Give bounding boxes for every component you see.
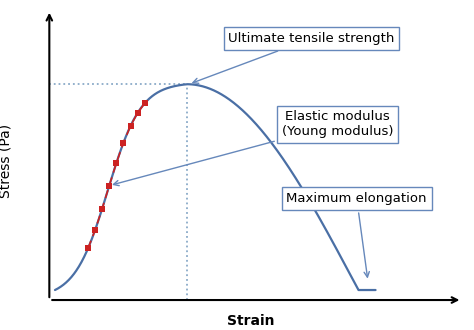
Text: Strain: Strain <box>228 314 275 328</box>
Point <box>99 206 106 211</box>
Point <box>106 183 113 188</box>
Text: Elastic modulus
(Young modulus): Elastic modulus (Young modulus) <box>113 110 393 186</box>
Point <box>91 227 99 233</box>
Text: Maximum elongation: Maximum elongation <box>286 192 427 277</box>
Text: Ultimate tensile strength: Ultimate tensile strength <box>193 32 395 83</box>
Point <box>134 110 141 116</box>
Point <box>113 160 120 166</box>
Point <box>141 101 148 106</box>
Point <box>119 140 127 145</box>
Point <box>84 246 92 251</box>
Point <box>127 123 134 128</box>
Text: Stress (Pa): Stress (Pa) <box>0 124 13 198</box>
